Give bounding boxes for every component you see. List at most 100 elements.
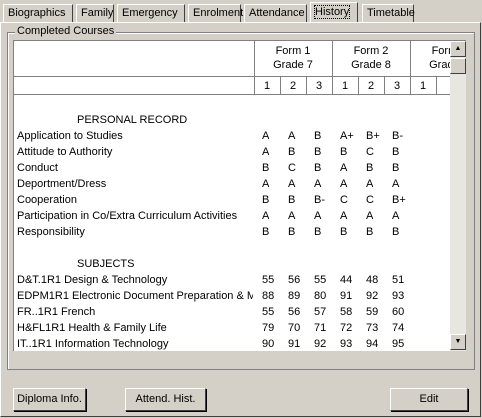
column-grade: Grade 7 [273, 59, 313, 71]
grade-value: B [392, 226, 400, 238]
scroll-thumb[interactable] [450, 58, 466, 74]
tab[interactable]: History [310, 2, 358, 22]
grade-value: B+ [366, 130, 380, 142]
grade-value: 59 [366, 306, 379, 318]
row-label: Deportment/Dress [17, 178, 107, 190]
tab[interactable]: Emergency [117, 4, 185, 22]
tab-panel [0, 22, 481, 417]
grade-value: B [340, 226, 348, 238]
grade-value: A [262, 146, 270, 158]
grade-value: A+ [340, 130, 354, 142]
group-title: Completed Courses [15, 25, 117, 37]
tab-label: Timetable [367, 7, 415, 19]
row-label: EDPM1R1 Electronic Document Preparation … [17, 290, 253, 302]
grade-value: A [288, 210, 296, 222]
grade-value: 94 [366, 338, 379, 350]
grade-value: B [392, 146, 400, 158]
tab[interactable]: Timetable [362, 4, 415, 22]
grade-value: B [262, 194, 270, 206]
term-header: 3 [315, 80, 323, 92]
grid-line [332, 77, 333, 95]
tab[interactable]: Attendance [244, 4, 307, 22]
grade-value: 51 [392, 274, 405, 286]
grade-value: A [314, 210, 322, 222]
section-title: SUBJECTS [77, 258, 135, 270]
grade-value: 58 [340, 306, 353, 318]
grade-value: 90 [262, 338, 275, 350]
grade-value: 74 [392, 322, 405, 334]
grade-value: 95 [392, 338, 405, 350]
grade-value: A [392, 210, 400, 222]
grade-value: B [314, 130, 322, 142]
term-header: 1 [419, 80, 427, 92]
row-label: Application to Studies [17, 130, 123, 142]
grade-value: 88 [262, 290, 275, 302]
column-grade: Grade 8 [351, 59, 391, 71]
tab-label: Biographics [8, 7, 66, 19]
grade-value: A [288, 130, 296, 142]
grid-line [358, 77, 359, 95]
button[interactable]: Attend. Hist. [125, 388, 206, 411]
tab[interactable]: Enrolment [188, 4, 244, 22]
grid-line [280, 77, 281, 95]
section-title: PERSONAL RECORD [77, 114, 188, 126]
grade-value: 71 [314, 322, 327, 334]
grade-value: 73 [366, 322, 379, 334]
row-label: D&T.1R1 Design & Technology [17, 274, 168, 286]
grid-line [254, 41, 255, 95]
grade-value: 92 [314, 338, 327, 350]
term-header: 1 [341, 80, 349, 92]
grade-value: 92 [366, 290, 379, 302]
row-label: Participation in Co/Extra Curriculum Act… [17, 210, 238, 222]
grid-line [14, 94, 451, 95]
button[interactable]: Diploma Info. [13, 388, 86, 411]
scrollbar[interactable]: ▲ ▼ [450, 40, 466, 351]
grade-value: A [262, 178, 270, 190]
grade-value: B [288, 194, 296, 206]
tab[interactable]: Family [76, 4, 114, 22]
column-form: Form 3 [431, 45, 451, 57]
grade-value: C [366, 146, 374, 158]
group-box [7, 32, 475, 370]
grade-value: 91 [288, 338, 301, 350]
grid-line [332, 41, 333, 95]
grade-value: 70 [288, 322, 301, 334]
column-grade: Grade 9 [429, 59, 451, 71]
grade-value: A [262, 130, 270, 142]
grade-value: B [288, 226, 296, 238]
grade-value: B- [392, 130, 403, 142]
grade-value: C [366, 194, 374, 206]
grade-value: B- [314, 194, 325, 206]
grade-value: B [262, 162, 270, 174]
grade-value: B [392, 162, 400, 174]
scroll-up[interactable]: ▲ [450, 41, 466, 57]
grade-value: C [288, 162, 296, 174]
tab-label: Family [81, 7, 114, 19]
row-label: Attitude to Authority [17, 146, 113, 158]
tab-label: History [313, 5, 351, 19]
grade-value: A [340, 210, 348, 222]
button[interactable]: Edit [390, 388, 468, 411]
grade-value: 55 [262, 274, 275, 286]
tab[interactable]: Biographics [3, 4, 73, 22]
grade-value: B [288, 146, 296, 158]
grade-value: A [366, 210, 374, 222]
grade-value: 79 [262, 322, 275, 334]
grade-value: A [340, 162, 348, 174]
term-header: 3 [393, 80, 401, 92]
tab-label: Enrolment [193, 7, 244, 19]
grade-value: B+ [392, 194, 406, 206]
grade-value: B [340, 146, 348, 158]
tab-strip: Biographics Family Emergency Enrolment Atten… [0, 0, 482, 23]
scroll-down[interactable]: ▼ [450, 334, 466, 350]
grade-value: 56 [288, 306, 301, 318]
tab-label: Emergency [122, 7, 178, 19]
grade-value: 89 [288, 290, 301, 302]
grade-value: 91 [340, 290, 353, 302]
grade-value: B [314, 226, 322, 238]
term-header: 1 [263, 80, 271, 92]
grade-value: 57 [314, 306, 327, 318]
term-header: 2 [289, 80, 297, 92]
grade-value: 44 [340, 274, 353, 286]
